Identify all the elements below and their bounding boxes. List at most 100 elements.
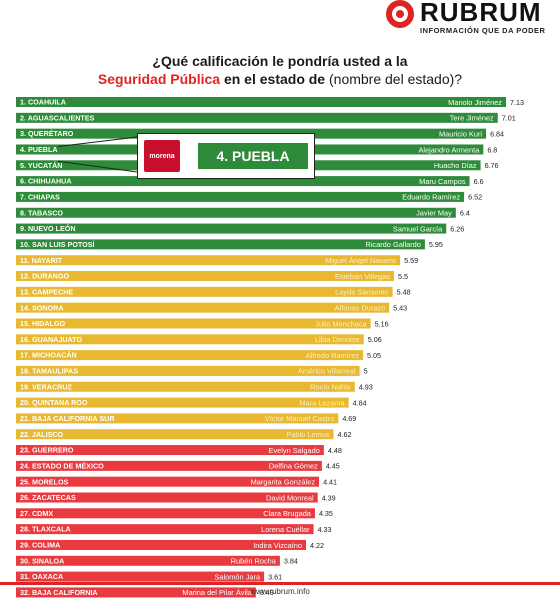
data-label: 7.13	[510, 98, 524, 107]
bar	[16, 318, 371, 329]
data-label: 6.8	[487, 145, 497, 154]
category-label: 6. CHIHUAHUA	[20, 177, 72, 186]
bar	[16, 255, 401, 266]
governor-label: Alejandro Armenta	[419, 145, 481, 154]
governor-label: Eduardo Ramírez	[402, 193, 460, 202]
title-state-placeholder: (nombre del estado)?	[329, 71, 463, 87]
category-label: 27. CDMX	[20, 509, 53, 518]
bar	[16, 539, 307, 550]
rubrum-logo: RUBRUM INFORMACIÓN QUE DA PODER	[386, 0, 560, 40]
bar	[16, 381, 355, 392]
chart-title-line-2: Seguridad Pública en el estado de (nombr…	[0, 71, 560, 87]
brand-name: RUBRUM	[420, 0, 542, 27]
category-label: 13. CAMPECHE	[20, 287, 73, 296]
governor-label: Rubén Rocha	[231, 557, 277, 566]
category-label: 21. BAJA CALIFORNIA SUR	[20, 414, 115, 423]
category-label: 30. SINALOA	[20, 556, 64, 565]
data-label: 3.84	[284, 557, 298, 566]
data-label: 5.59	[404, 256, 418, 265]
bar	[16, 413, 339, 424]
bar	[16, 397, 349, 408]
bar	[16, 524, 314, 535]
data-label: 5.48	[397, 288, 411, 297]
category-label: 18. TAMAULIPAS	[20, 367, 78, 376]
category-label: 28. TLAXCALA	[20, 525, 71, 534]
category-label: 1. COAHUILA	[20, 98, 66, 107]
data-label: 5.16	[375, 319, 389, 328]
data-label: 4.41	[323, 477, 337, 486]
brand-tagline: INFORMACIÓN QUE DA PODER	[420, 26, 546, 35]
bar	[16, 302, 390, 313]
bar	[16, 350, 364, 361]
governor-label: Delfina Gómez	[269, 462, 318, 471]
governor-label: Evelyn Salgado	[269, 446, 320, 455]
governor-label: Pablo Lemus	[286, 430, 329, 439]
chart-title-line-1: ¿Qué calificación le pondría usted a la	[152, 53, 408, 69]
bar	[16, 555, 280, 566]
bar	[16, 239, 425, 250]
bar	[16, 571, 265, 582]
bar	[16, 476, 320, 487]
logo-ring-icon	[386, 0, 414, 28]
governor-label: Clara Brugada	[263, 509, 312, 518]
governor-label: Margarita González	[251, 477, 316, 486]
bar	[16, 286, 393, 297]
data-label: 4.93	[359, 383, 373, 392]
category-label: 8. TABASCO	[20, 208, 63, 217]
governor-label: Maru Campos	[419, 177, 466, 186]
category-label: 15. HIDALGO	[20, 319, 66, 328]
bar	[16, 460, 322, 471]
governor-label: Alfredo Ramírez	[306, 351, 360, 360]
governor-label: Huacho Díaz	[434, 161, 477, 170]
data-label: 6.84	[490, 129, 504, 138]
category-label: 4. PUEBLA	[20, 145, 58, 154]
data-label: 5.05	[367, 351, 381, 360]
data-label: 4.84	[353, 398, 367, 407]
data-label: 6.52	[468, 193, 482, 202]
bar	[16, 365, 360, 376]
governor-label: Miguel Ángel Navarro	[325, 256, 396, 265]
category-label: 7. CHIAPAS	[20, 193, 60, 202]
category-label: 25. MORELOS	[20, 477, 69, 486]
governor-label: Layda Sansores	[335, 288, 389, 297]
category-label: 5. YUCATÁN	[20, 161, 62, 170]
bar	[16, 587, 256, 598]
bar	[16, 112, 498, 123]
data-label: 5.43	[393, 303, 407, 312]
governor-label: Libia Dennise	[315, 335, 360, 344]
data-label: 6.4	[460, 209, 470, 218]
governor-label: Mauricio Kuri	[439, 129, 482, 138]
category-label: 14. SONORA	[20, 303, 64, 312]
bar	[16, 445, 324, 456]
category-label: 10. SAN LUIS POTOSÍ	[20, 240, 96, 249]
title-middle: en el estado de	[220, 71, 329, 87]
footer-website: www.rubrum.info	[0, 582, 560, 600]
puebla-callout: morena 4. PUEBLA	[137, 133, 315, 179]
bar	[16, 271, 394, 282]
governor-label: Marina del Pilar Ávila	[182, 588, 252, 597]
governor-label: Víctor Manuel Castro	[265, 414, 334, 423]
category-label: 2. AGUASCALIENTES	[20, 113, 95, 122]
data-label: 5	[364, 367, 368, 376]
governor-label: Américo Villarreal	[298, 367, 356, 376]
category-label: 22. JALISCO	[20, 430, 64, 439]
category-label: 20. QUINTANA ROO	[20, 398, 88, 407]
bar	[16, 492, 318, 503]
category-label: 3. QUERÉTARO	[20, 129, 74, 138]
governor-label: Julio Menchaca	[315, 319, 367, 328]
data-label: 4.48	[328, 446, 342, 455]
governor-label: Javier May	[416, 209, 452, 218]
governor-label: Manolo Jiménez	[448, 98, 502, 107]
bar	[16, 429, 334, 440]
category-label: 9. NUEVO LEÓN	[20, 224, 76, 233]
data-label: 5.5	[398, 272, 408, 281]
category-label: 12. DURANGO	[20, 272, 70, 281]
title-highlight: Seguridad Pública	[97, 71, 221, 87]
governor-label: David Monreal	[266, 493, 314, 502]
data-label: 3.49	[260, 588, 274, 597]
data-label: 4.45	[326, 462, 340, 471]
governor-label: Lorena Cuéllar	[261, 525, 310, 534]
bar	[16, 176, 470, 187]
data-label: 7.01	[502, 114, 516, 123]
governor-label: Indira Vizcaíno	[253, 541, 302, 550]
